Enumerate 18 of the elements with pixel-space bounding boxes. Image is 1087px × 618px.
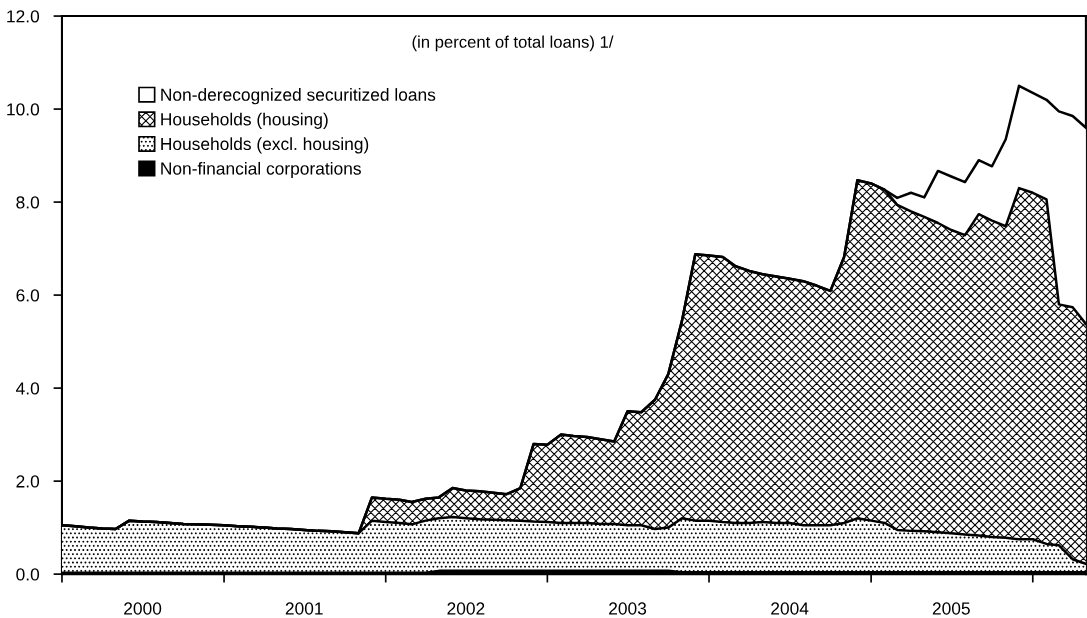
legend-label: Households (excl. housing) xyxy=(161,137,369,154)
x-tick-label: 2005 xyxy=(932,602,970,615)
x-tick-label: 2001 xyxy=(285,602,323,615)
legend-label: Households (housing) xyxy=(161,112,328,129)
text: (in percent of total loans) 1/ xyxy=(412,35,614,52)
x-tick-label: 2004 xyxy=(771,602,809,615)
y-tick-label: 6.0 xyxy=(16,289,40,302)
y-tick-label: 2.0 xyxy=(16,475,40,488)
legend-label: Non-financial corporations xyxy=(161,161,361,179)
y-tick-label: 4.0 xyxy=(16,382,40,395)
x-tick-label: 2002 xyxy=(447,602,485,615)
x-tick-label: 2000 xyxy=(124,602,162,615)
y-tick-label: 10.0 xyxy=(7,103,40,116)
x-tick-label: 2003 xyxy=(609,602,647,615)
y-tick-label: 0.0 xyxy=(16,568,40,581)
y-tick-label: 12.0 xyxy=(7,10,40,23)
legend-label: Non-derecognized securitized loans xyxy=(161,88,436,105)
y-tick-label: 8.0 xyxy=(16,196,40,209)
